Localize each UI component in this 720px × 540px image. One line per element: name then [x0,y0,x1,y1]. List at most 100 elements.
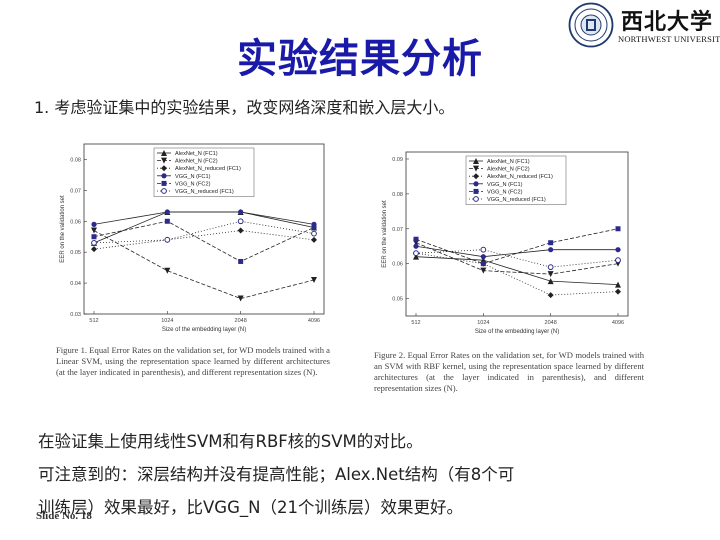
slide-subtitle: 1. 考虑验证集中的实验结果，改变网络深度和嵌入层大小。 [34,98,455,117]
data-point [164,218,170,224]
legend-label: AlexNet_N (FC1) [175,151,218,157]
legend-marker [161,157,167,164]
data-point [615,247,621,253]
data-point [311,236,317,243]
university-name-en: NORTHWEST UNIVERSITY [618,34,720,44]
data-point [547,271,554,278]
y-tick-label: 0.04 [70,281,81,287]
series-line [413,246,621,271]
data-point [480,246,487,253]
data-point [311,277,317,283]
x-tick-label: 512 [411,320,420,326]
y-tick-label: 0.05 [392,297,403,303]
data-point [548,240,554,246]
legend-label: VGG_N (FC2) [175,181,211,187]
figure-2-caption: Figure 2. Equal Error Rates on the valid… [374,350,644,393]
data-point [164,267,171,274]
legend-label: AlexNet_N (FC1) [487,159,530,165]
body-line-3: 训练层）效果最好，比VGG_N（21个训练层）效果更好。 [38,498,463,517]
series-path [415,242,619,275]
legend-marker [161,150,167,156]
series-path [93,220,315,262]
y-tick-label: 0.06 [70,219,81,225]
data-point [237,295,244,302]
legend-label: AlexNet_N (FC2) [175,159,218,165]
series-path [93,230,315,299]
series-line [413,226,621,267]
data-point [615,281,621,288]
data-point [615,226,621,232]
x-tick-label: 2048 [235,318,247,324]
legend-marker [473,196,479,202]
x-tick-label: 512 [89,318,98,324]
x-axis-label: Size of the embedding layer (N) [475,329,559,335]
data-point [91,227,97,234]
data-point [311,224,317,230]
legend-marker [161,180,167,186]
y-tick-label: 0.07 [70,188,81,194]
data-point [164,236,171,243]
x-tick-label: 4096 [612,320,624,326]
legend-label: VGG_N (FC2) [487,189,523,195]
data-point [238,258,244,264]
legend-marker [473,165,479,172]
x-tick-label: 2048 [545,320,557,326]
y-axis-label: EER on the validation set [382,200,388,268]
legend-marker [161,173,167,179]
data-point [413,236,419,242]
data-point [311,230,317,237]
data-point [91,234,97,240]
figure-1: 0.03 0.04 0.05 0.06 0.07 0.08 512 1024 2048 4096 S… [28,136,348,336]
x-tick-label: 4096 [308,318,320,324]
body-line-2: 可注意到的：深层结构并没有提高性能；Alex.Net结构（有8个可 [38,465,515,484]
legend-label: AlexNet_N_reduced (FC1) [175,166,241,172]
series-path [415,256,619,285]
legend-marker [473,181,479,187]
data-point [413,253,419,260]
data-point [91,246,97,253]
series-path [415,252,619,296]
body-line-1: 在验证集上使用线性SVM和有RBF核的SVM的对比。 [38,432,423,451]
series-path [415,228,619,265]
data-point [413,243,419,249]
y-tick-label: 0.03 [70,312,81,318]
y-tick-label: 0.06 [392,262,403,268]
legend-marker [473,188,479,194]
legend-marker [473,158,479,164]
series-path [93,211,315,225]
chart-1-linear-svm: 0.03 0.04 0.05 0.06 0.07 0.08 512 1024 2048 4096 S… [60,143,325,333]
data-point [480,267,487,274]
data-point [480,254,486,260]
series-line [91,227,317,302]
legend-label: VGG_N_reduced (FC1) [175,189,234,195]
legend-marker [161,188,167,194]
figure-1-caption: Figure 1. Equal Error Rates on the valid… [56,345,330,377]
y-tick-label: 0.05 [70,250,81,256]
chart-2-rbf-svm: 0.05 0.06 0.07 0.08 0.09 512 1024 2048 4096 Size … [382,151,629,335]
x-tick-label: 1024 [161,318,173,324]
data-point [237,227,244,234]
series-path [415,249,619,268]
legend-marker [473,173,479,180]
legend-label: AlexNet_N_reduced (FC1) [487,174,553,180]
slide-title: 实验结果分析 [237,36,483,82]
data-point [548,247,554,253]
figure-2: 0.05 0.06 0.07 0.08 0.09 512 1024 2048 4096 Size … [368,140,638,338]
university-name-cn: 西北大学 [620,9,713,35]
data-point [238,209,244,215]
y-axis-label: EER on the validation set [60,195,66,263]
data-point [164,209,170,215]
slide-number: Slide No. 18 [36,510,92,522]
y-tick-label: 0.07 [392,227,403,233]
y-tick-label: 0.08 [70,157,81,163]
legend-marker [161,165,167,172]
legend-label: VGG_N (FC1) [175,174,211,180]
data-point [413,250,419,257]
y-tick-label: 0.09 [392,157,403,163]
series-path [93,220,315,244]
series-path [93,230,315,250]
data-point [615,288,621,295]
data-point [547,292,554,299]
legend-label: AlexNet_N (FC2) [487,167,530,173]
legend-box [153,147,255,197]
